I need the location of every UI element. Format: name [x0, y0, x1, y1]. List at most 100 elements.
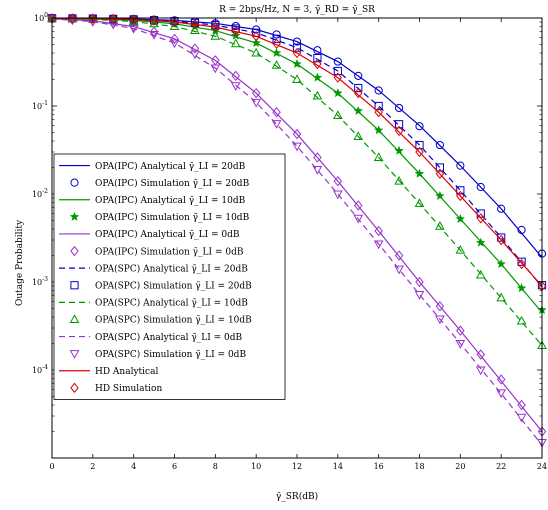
series-13-point-16: [374, 107, 383, 118]
series-13-point-18: [415, 146, 424, 158]
series-5-point-9: [231, 70, 240, 82]
series-11-point-18: [414, 291, 425, 300]
series-7-point-18: [415, 140, 424, 150]
series-9-point-21: [475, 269, 486, 279]
y-tick-label-0: 100: [34, 12, 48, 23]
series-line-4: [51, 18, 543, 432]
series-9-point-15: [353, 131, 364, 141]
legend-label-2: OPA(IPC) Analytical γ̄_LI = 10dB: [95, 195, 246, 206]
legend-entry-4: OPA(IPC) Analytical γ̄_LI = 0dB: [59, 229, 240, 240]
series-1-point-16: [374, 86, 383, 95]
legend-label-8: OPA(SPC) Analytical γ̄_LI = 10dB: [95, 298, 248, 309]
series-7-point-13: [313, 54, 322, 63]
series-13-point-21: [476, 213, 485, 224]
series-9-point-6: [169, 21, 180, 31]
series-11-point-8: [210, 64, 221, 74]
series-7-point-23: [517, 257, 526, 266]
series-7-point-16: [374, 101, 383, 111]
series-1-point-17: [394, 103, 404, 113]
series-9-point-19: [435, 221, 445, 230]
series-9-point-20: [455, 244, 466, 254]
series-5-point-22: [496, 374, 506, 385]
series-9-point-11: [271, 60, 282, 69]
series-7-point-17: [394, 120, 404, 129]
legend-label-9: OPA(SPC) Simulation γ̄_LI = 10dB: [95, 315, 252, 326]
series-11-point-23: [516, 413, 527, 423]
series-1-point-20: [456, 161, 465, 170]
series-7-point-20: [456, 186, 465, 195]
legend-label-0: OPA(IPC) Analytical γ̄_LI = 20dB: [95, 161, 246, 172]
x-tick-label-11: 22: [496, 462, 506, 471]
series-7-point-22: [497, 233, 506, 242]
series-7-point-11: [272, 34, 281, 43]
legend-entry-0: OPA(IPC) Analytical γ̄_LI = 20dB: [59, 161, 246, 172]
series-5-point-14: [333, 175, 343, 187]
legend-box: [53, 153, 286, 400]
series-5-point-16: [374, 225, 383, 237]
legend-marker-7: [70, 281, 79, 290]
series-9-point-14: [332, 110, 343, 119]
series-9-point-10: [251, 47, 262, 57]
series-5-point-11: [272, 107, 281, 118]
series-13-point-14: [333, 72, 343, 83]
series-1-point-21: [476, 182, 485, 192]
series-13-point-13: [313, 58, 322, 70]
x-tick-label-7: 14: [333, 462, 343, 471]
legend-entry-13: HD Simulation: [70, 382, 162, 394]
series-7-point-15: [354, 83, 363, 93]
legend-label-13: HD Simulation: [95, 384, 162, 394]
series-11-point-19: [435, 315, 445, 325]
legend-entry-9: OPA(SPC) Simulation γ̄_LI = 10dB: [69, 314, 252, 326]
series-4: [51, 18, 543, 432]
legend-label-6: OPA(SPC) Analytical γ̄_LI = 20dB: [95, 263, 248, 274]
series-13-point-12: [292, 47, 302, 59]
x-tick-label-4: 8: [213, 462, 218, 471]
y-tick-label-1: 10-1: [32, 100, 48, 111]
legend-marker-13: [70, 382, 79, 394]
legend-label-7: OPA(SPC) Simulation γ̄_LI = 20dB: [95, 280, 252, 291]
x-tick-label-12: 24: [537, 462, 547, 471]
series-7-point-14: [333, 66, 342, 76]
legend-label-11: OPA(SPC) Simulation γ̄_LI = 0dB: [95, 349, 246, 360]
series-13-point-17: [394, 125, 404, 137]
series-3-point-22: [496, 258, 507, 269]
y-axis-label: Outage Probability: [15, 219, 25, 306]
legend-entry-10: OPA(SPC) Analytical γ̄_LI = 0dB: [59, 332, 243, 343]
series-11-point-13: [312, 165, 323, 175]
legend-marker-1: [70, 178, 79, 187]
x-tick-label-9: 18: [414, 462, 424, 471]
series-11-point-3: [108, 20, 119, 30]
series-13-point-2: [88, 13, 98, 24]
series-13-point-9: [231, 25, 240, 37]
series-3-point-18: [414, 168, 425, 178]
series-13-point-7: [190, 19, 200, 30]
series-13-point-1: [68, 13, 77, 24]
series-11-point-12: [292, 142, 302, 152]
legend-label-4: OPA(IPC) Analytical γ̄_LI = 0dB: [95, 229, 240, 240]
series-3-point-11: [271, 47, 282, 58]
series-13-point-5: [149, 15, 159, 26]
series-9-point-18: [414, 198, 425, 207]
series-5-point-19: [435, 301, 445, 312]
series-11-point-16: [373, 240, 384, 250]
x-axis-label: γ̄_SR(dB): [276, 491, 318, 502]
legend-marker-9: [69, 314, 80, 323]
series-3-point-19: [435, 190, 445, 201]
series-1-point-14: [333, 57, 342, 66]
series-3-point-14: [332, 88, 343, 98]
series-1-point-13: [313, 46, 322, 55]
x-tick-label-2: 4: [131, 462, 136, 471]
series-5-point-15: [354, 200, 363, 211]
series-9-point-23: [516, 315, 527, 325]
series-13-point-19: [435, 168, 445, 179]
x-tick-label-5: 10: [251, 462, 261, 471]
series-13-point-6: [170, 16, 179, 28]
y-tick-label-3: 10-3: [32, 276, 48, 287]
series-9-point-12: [292, 74, 302, 84]
legend-marker-3: [69, 211, 80, 221]
series-3-point-17: [394, 145, 404, 155]
series-3-point-21: [475, 237, 486, 247]
series-9-point-17: [394, 175, 404, 185]
x-tick-label-10: 20: [455, 462, 465, 471]
